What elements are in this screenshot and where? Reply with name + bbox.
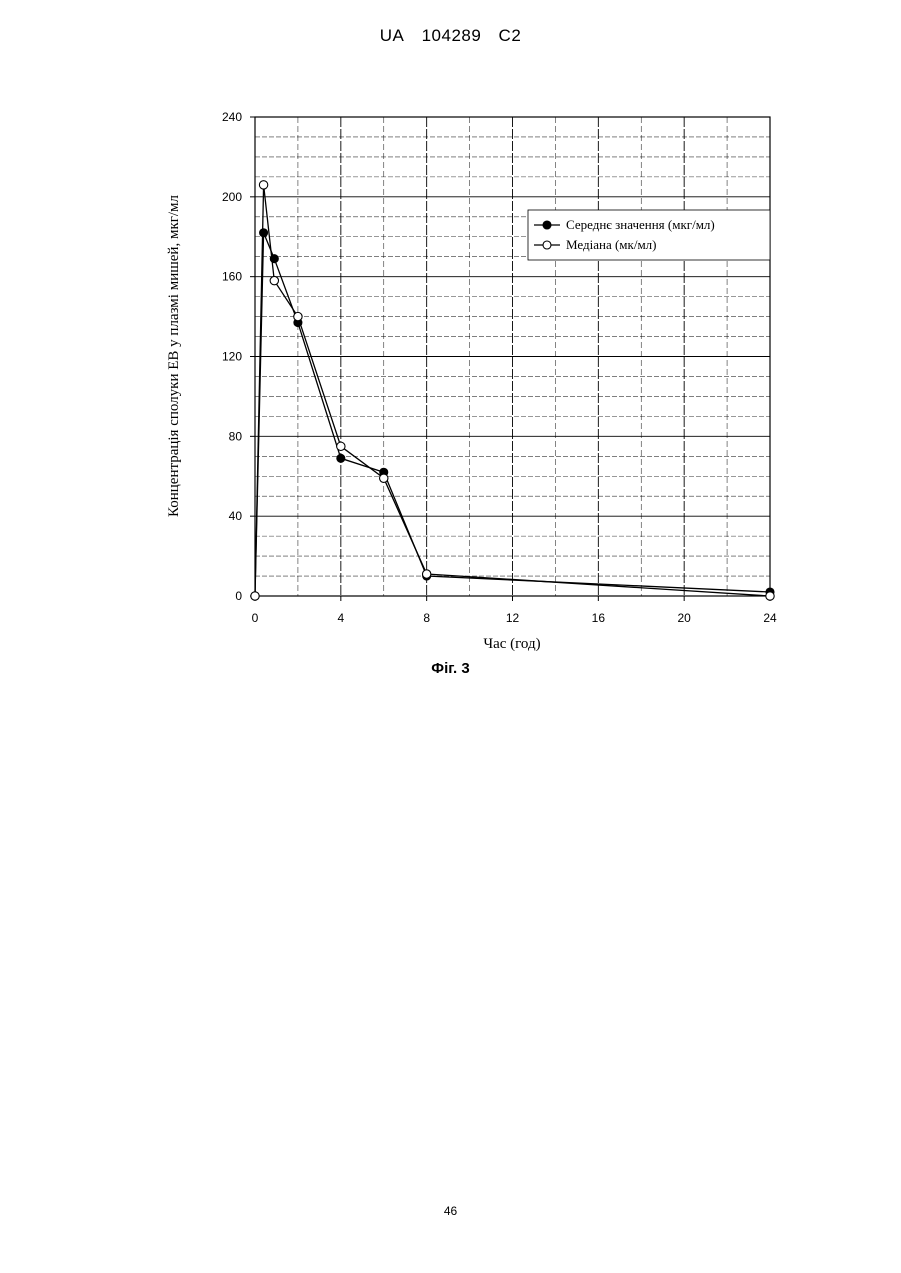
- data-point: [337, 442, 345, 450]
- data-point: [380, 474, 388, 482]
- y-tick-label: 240: [222, 110, 242, 124]
- x-tick-label: 12: [506, 611, 520, 625]
- data-point: [766, 592, 774, 600]
- x-tick-label: 0: [252, 611, 259, 625]
- data-point: [422, 570, 430, 578]
- y-axis-label: Концентрація сполуки ЕВ у плазмі мишей, …: [166, 194, 182, 517]
- data-point: [270, 276, 278, 284]
- x-tick-label: 16: [592, 611, 606, 625]
- legend-label: Медіана (мк/мл): [566, 237, 657, 252]
- page-number: 46: [0, 1204, 901, 1218]
- data-point: [259, 181, 267, 189]
- data-point: [337, 454, 345, 462]
- data-point: [251, 592, 259, 600]
- x-axis-label: Час (год): [483, 636, 540, 652]
- x-tick-label: 8: [423, 611, 430, 625]
- chart-container: 0 40 80 120 160 200 240 0 4 8 12 16 20 24 Середнє зна…: [0, 0, 901, 700]
- figure-caption: Фіг. 3: [0, 660, 901, 677]
- legend-marker: [543, 221, 551, 229]
- y-tick-label: 160: [222, 270, 242, 284]
- y-tick-label: 200: [222, 190, 242, 204]
- legend-marker: [543, 241, 551, 249]
- legend: Середнє значення (мкг/мл) Медіана (мк/мл): [528, 210, 770, 260]
- legend-label: Середнє значення (мкг/мл): [566, 217, 715, 232]
- concentration-chart: 0 40 80 120 160 200 240 0 4 8 12 16 20 24 Середнє зна…: [0, 0, 901, 700]
- x-tick-label: 24: [763, 611, 777, 625]
- x-tick-label: 4: [337, 611, 344, 625]
- grid-layer: [255, 117, 770, 596]
- y-tick-label: 0: [235, 589, 242, 603]
- data-point: [294, 312, 302, 320]
- y-tick-label: 40: [229, 509, 243, 523]
- y-tick-label: 120: [222, 350, 242, 364]
- y-tick-label: 80: [229, 429, 243, 443]
- data-point: [260, 229, 268, 237]
- x-tick-label: 20: [677, 611, 691, 625]
- tick-layer: 0 40 80 120 160 200 240 0 4 8 12 16 20 24: [222, 110, 777, 625]
